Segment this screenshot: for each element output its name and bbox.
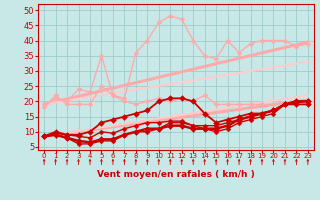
X-axis label: Vent moyen/en rafales ( km/h ): Vent moyen/en rafales ( km/h )	[97, 170, 255, 179]
